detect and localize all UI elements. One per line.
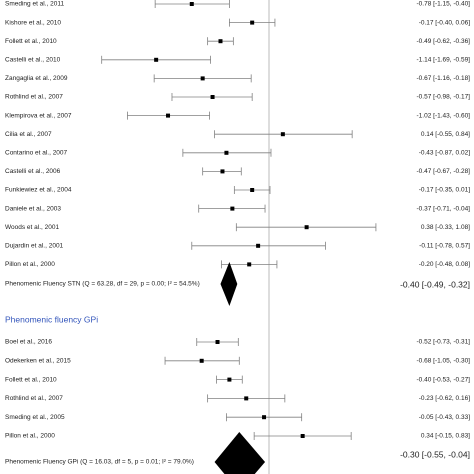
study-name: Woods et al., 2001 xyxy=(5,224,59,231)
study-name: Cilia et al., 2007 xyxy=(5,131,52,138)
study-name: Funkiewiez et al., 2004 xyxy=(5,187,72,194)
study-name: Zangaglia et al., 2009 xyxy=(5,75,68,82)
study-label: -0.05 [-0.43, 0.33] xyxy=(419,414,471,421)
study-label: -0.49 [-0.62, -0.36] xyxy=(417,38,471,45)
study-label: -0.52 [-0.73, -0.31] xyxy=(417,339,471,346)
study-label: -0.67 [-1.16, -0.18] xyxy=(417,75,471,82)
study-label: -0.23 [-0.62, 0.16] xyxy=(419,395,471,402)
study-label: -0.78 [-1.15, -0.40] xyxy=(417,1,471,8)
study-label: -0.17 [-0.35, 0.01] xyxy=(419,187,471,194)
point-estimate xyxy=(244,396,249,401)
study-label: -0.43 [-0.87, 0.02] xyxy=(419,150,471,157)
study-name: Odekerken et al., 2015 xyxy=(5,358,71,365)
study-name: Smeding et al., 2005 xyxy=(5,414,65,421)
study-label: -1.02 [-1.43, -0.60] xyxy=(417,112,471,119)
study-label: -0.68 [-1.05, -0.30] xyxy=(417,358,471,365)
study-label: 0.14 [-0.55, 0.84] xyxy=(421,131,470,138)
point-estimate xyxy=(262,415,267,420)
point-estimate xyxy=(230,206,235,211)
study-label: -1.14 [-1.69, -0.59] xyxy=(417,57,471,64)
study-name: Rothlind et al., 2007 xyxy=(5,94,63,101)
point-estimate xyxy=(256,243,261,248)
point-estimate xyxy=(300,434,305,438)
point-estimate xyxy=(247,262,252,267)
point-estimate xyxy=(199,358,204,363)
summary-diamond xyxy=(220,262,238,306)
study-name: Follett et al., 2010 xyxy=(5,38,57,45)
study-label: -0.20 [-0.48, 0.08] xyxy=(419,261,471,268)
study-name: Castelli et al., 2006 xyxy=(5,168,61,175)
study-label: 0.34 [-0.15, 0.83] xyxy=(421,433,470,440)
study-label: -0.37 [-0.71, -0.04] xyxy=(417,205,471,212)
point-estimate xyxy=(220,169,225,174)
study-name: Dujardin et al., 2001 xyxy=(5,243,64,250)
study-name: Boel et al., 2016 xyxy=(5,339,52,346)
study-name: Contarino et al., 2007 xyxy=(5,150,68,157)
point-estimate xyxy=(154,57,159,62)
study-name: Rothlind et al., 2007 xyxy=(5,395,63,402)
study-label: -0.47 [-0.67, -0.28] xyxy=(417,168,471,175)
study-label: -0.11 [-0.78, 0.57] xyxy=(419,243,470,250)
summary-label: -0.30 [-0.55, -0.04] xyxy=(400,449,470,459)
point-estimate xyxy=(250,188,255,192)
point-estimate xyxy=(210,95,215,99)
study-name: Klempirova et al., 2007 xyxy=(5,112,72,119)
study-name: Daniele et al., 2003 xyxy=(5,205,61,212)
summary-label: -0.40 [-0.49, -0.32] xyxy=(400,279,470,289)
point-estimate xyxy=(227,377,232,382)
study-name: Smeding et al., 2011 xyxy=(5,1,65,8)
group-title: Phenomenic fluency GPi xyxy=(5,314,98,324)
study-name: Follett et al., 2010 xyxy=(5,376,57,383)
point-estimate xyxy=(166,113,171,118)
point-estimate xyxy=(215,340,220,344)
study-name: Castelli et al., 2010 xyxy=(5,57,61,64)
study-label: -0.57 [-0.98, -0.17] xyxy=(417,94,471,101)
point-estimate xyxy=(250,20,255,25)
point-estimate xyxy=(218,39,223,44)
study-label: 0.38 [-0.33, 1.08] xyxy=(421,224,470,231)
summary-diamond xyxy=(214,432,266,474)
point-estimate xyxy=(280,132,285,137)
point-estimate xyxy=(200,76,205,81)
study-name: Pillon et al., 2000 xyxy=(5,433,55,440)
point-estimate xyxy=(189,2,194,6)
study-label: -0.40 [-0.53, -0.27] xyxy=(417,376,471,383)
summary-name: Phenomenic Fluency GPi (Q = 16.03, df = … xyxy=(5,459,194,466)
summary-name: Phenomenic Fluency STN (Q = 63.28, df = … xyxy=(5,281,200,288)
study-name: Pillon et al., 2000 xyxy=(5,261,55,268)
point-estimate xyxy=(304,225,309,230)
study-name: Kishore et al., 2010 xyxy=(5,19,61,26)
point-estimate xyxy=(224,150,229,155)
study-label: -0.17 [-0.40, 0.06] xyxy=(419,19,471,26)
